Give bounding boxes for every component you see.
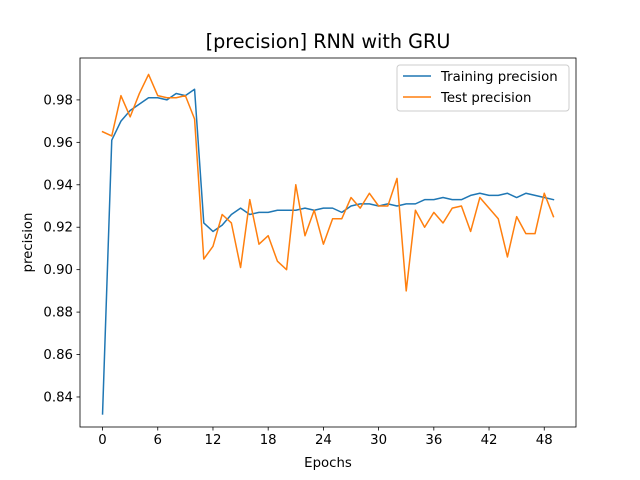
legend: Training precision Test precision: [396, 64, 570, 112]
x-tick-label: 12: [205, 433, 222, 448]
y-tick-label: 0.92: [43, 221, 73, 236]
y-axis-label: precision: [21, 213, 36, 273]
x-axis-label: Epochs: [304, 456, 352, 471]
legend-box: [396, 64, 570, 112]
legend-label-training: Training precision: [440, 70, 558, 85]
x-tick-label: 42: [481, 433, 498, 448]
y-tick-label: 0.86: [43, 348, 73, 363]
x-tick-label: 30: [370, 433, 387, 448]
series-line-test-precision: [101, 73, 555, 292]
y-tick-label: 0.94: [43, 178, 73, 193]
y-axis: 0.84 0.86 0.88 0.90 0.92 0.94 0.96 0.98: [43, 93, 80, 405]
y-tick-label: 0.84: [43, 390, 73, 405]
x-tick-label: 0: [98, 433, 106, 448]
y-tick-label: 0.98: [43, 93, 73, 108]
series-line-training-precision: [101, 88, 555, 415]
y-tick-label: 0.90: [43, 263, 73, 278]
chart-title: [precision] RNN with GRU: [206, 30, 451, 53]
x-tick-label: 18: [260, 433, 277, 448]
x-axis: 0 6 12 18 24 30 36 42 48: [98, 427, 553, 448]
plot-area-frame: [79, 57, 577, 428]
y-tick-label: 0.88: [43, 306, 73, 321]
x-tick-label: 36: [425, 433, 442, 448]
series-layer: [101, 73, 555, 415]
x-tick-label: 24: [315, 433, 332, 448]
x-tick-label: 48: [536, 433, 553, 448]
x-tick-label: 6: [154, 433, 162, 448]
legend-label-test: Test precision: [440, 91, 531, 106]
y-tick-label: 0.96: [43, 136, 73, 151]
